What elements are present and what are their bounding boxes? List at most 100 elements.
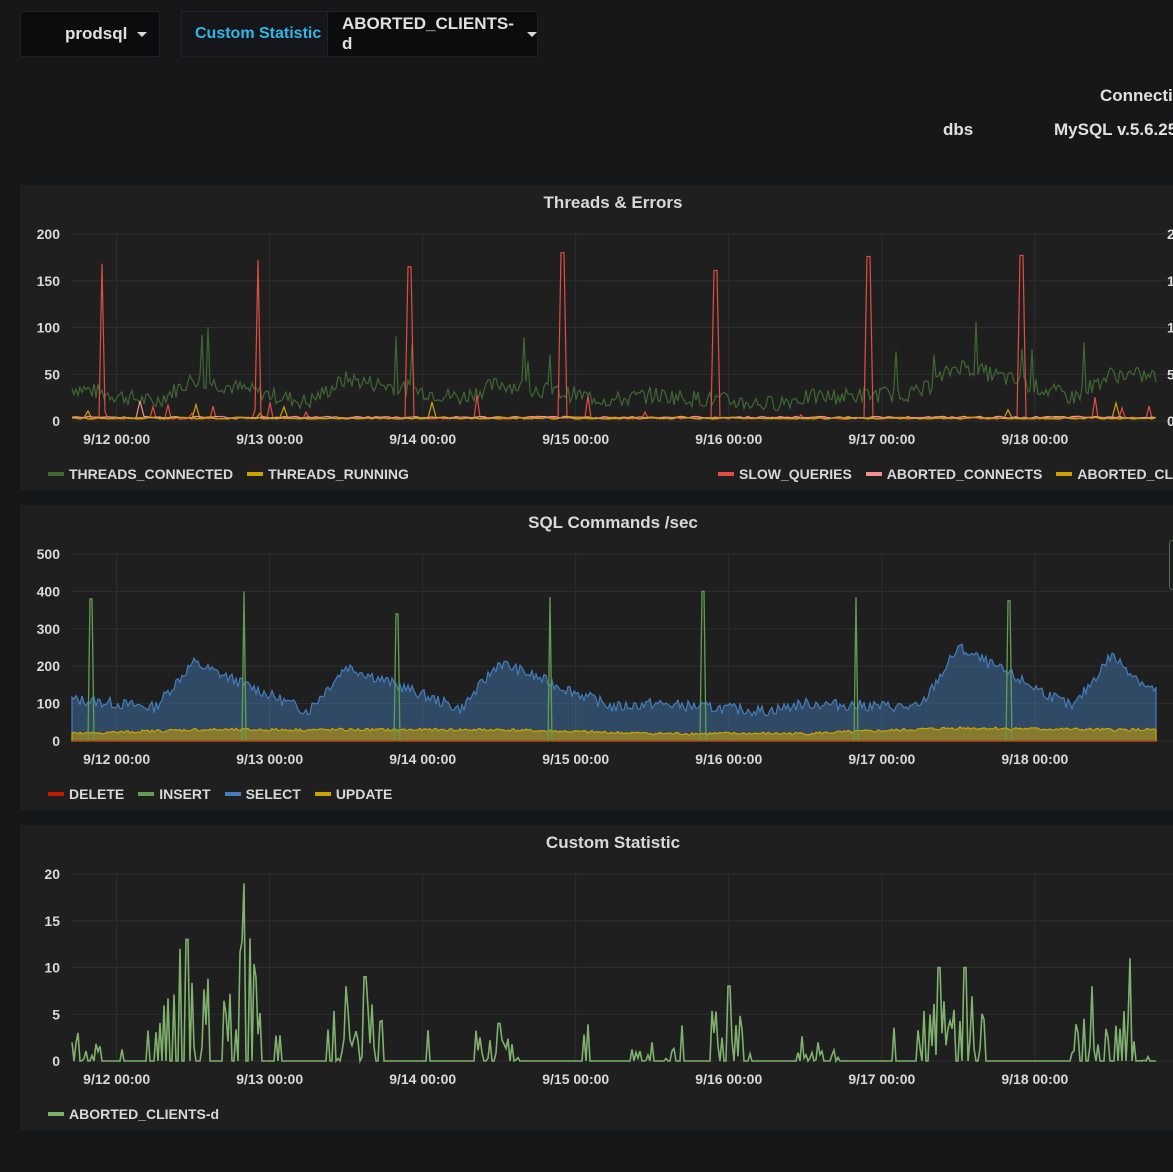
x-tick-label: 9/17 00:00 (848, 751, 915, 767)
x-tick-label: 9/15 00:00 (542, 1071, 609, 1087)
series-line-aborted-clients-d (71, 883, 1156, 1064)
panel-side-tab[interactable] (1169, 540, 1173, 590)
top-toolbar: prodsql Custom Statistic ABORTED_CLIENTS… (0, 0, 1173, 70)
x-tick-label: 9/13 00:00 (236, 1071, 303, 1087)
legend-swatch (247, 472, 264, 476)
legend-label: THREADS_CONNECTED (69, 466, 234, 482)
x-tick-label: 9/16 00:00 (695, 751, 762, 767)
legend-label: SLOW_QUERIES (739, 466, 852, 482)
y-tick-label: 150 (37, 273, 61, 289)
y-tick-label: 200 (37, 226, 61, 242)
series-line-aborted-connects (71, 400, 1157, 419)
x-tick-label: 9/18 00:00 (1001, 431, 1068, 447)
x-tick-label: 9/12 00:00 (83, 1071, 150, 1087)
x-tick-label: 9/16 00:00 (695, 1071, 762, 1087)
y-tick-label: 20 (44, 866, 60, 882)
legend-label: ABORTED_CLIEN (1077, 466, 1173, 482)
y-tick-label: 10 (44, 960, 60, 976)
connection-info-key: dbs (943, 120, 974, 139)
legend-item[interactable]: INSERT (138, 786, 211, 802)
series-line-threads-running (71, 400, 1157, 420)
y-tick-label: 400 (37, 583, 61, 599)
legend-item[interactable]: DELETE (48, 786, 124, 802)
x-tick-label: 9/12 00:00 (83, 431, 150, 447)
x-tick-label: 9/18 00:00 (1001, 1071, 1068, 1087)
legend-label: SELECT (245, 786, 301, 802)
legend-swatch (48, 472, 64, 476)
server-select[interactable]: prodsql (20, 11, 160, 57)
y2-tick-label: 150 (1167, 273, 1173, 289)
legend-item[interactable]: ABORTED_CLIEN (1056, 466, 1173, 482)
y-tick-label: 500 (37, 546, 61, 562)
legend-item[interactable]: SELECT (224, 786, 301, 802)
legend-item[interactable]: ABORTED_CONNECTS (865, 466, 1043, 482)
legend-item[interactable]: UPDATE (314, 786, 393, 802)
series-area-select (71, 643, 1157, 742)
legend: ABORTED_CLIENTS-d (48, 1103, 233, 1122)
legend-label: THREADS_RUNNING (268, 466, 409, 482)
stat-variable-select-value: ABORTED_CLIENTS-d (342, 14, 514, 53)
y-tick-label: 50 (44, 366, 60, 382)
series-area-update (71, 726, 1157, 742)
stat-variable-select[interactable]: ABORTED_CLIENTS-d (327, 11, 538, 57)
y-tick-label: 5 (52, 1006, 60, 1022)
y-tick-label: 100 (37, 320, 61, 336)
legend-item[interactable]: SLOW_QUERIES (718, 466, 852, 482)
stat-variable-label-text: Custom Statistic (195, 25, 322, 42)
custom-statistic-chart: 0 5 10 15 20 9/12 00:00 9/13 00:00 9/14 00:00 9/… (44, 866, 1173, 1087)
legend-right: SLOW_QUERIES ABORTED_CONNECTS ABORTED_CLIE… (718, 463, 1173, 482)
y2-tick-label: 0 (1167, 413, 1173, 429)
x-tick-label: 9/18 00:00 (1001, 751, 1068, 767)
y-tick-label: 0 (52, 413, 60, 429)
legend-swatch (314, 792, 331, 796)
panel-title[interactable]: Custom Statistic (545, 833, 681, 852)
x-tick-label: 9/12 00:00 (83, 751, 150, 767)
y-tick-label: 200 (37, 658, 61, 674)
panel-sql-commands: SQL Commands /sec 0 100 200 300 400 500 9/12 0… (20, 505, 1173, 810)
legend-item[interactable]: THREADS_RUNNING (247, 466, 409, 482)
legend-label: INSERT (159, 786, 211, 802)
panel-custom-statistic: Custom Statistic 0 5 10 15 20 9/12 00:00 9/13 … (20, 825, 1173, 1130)
y-tick-label: 15 (44, 913, 60, 929)
y-tick-label: 100 (37, 696, 61, 712)
y2-tick-label: 200 (1167, 226, 1173, 242)
legend-label: ABORTED_CLIENTS-d (69, 1106, 220, 1122)
legend-swatch (865, 472, 882, 476)
y2-tick-label: 100 (1167, 320, 1173, 336)
legend: DELETE INSERT SELECT UPDATE (48, 783, 406, 802)
x-tick-label: 9/14 00:00 (389, 751, 456, 767)
connection-info-title: Connectio (1100, 86, 1173, 105)
x-tick-label: 9/15 00:00 (542, 431, 609, 447)
series-line-threads-connected (71, 321, 1157, 412)
legend-swatch (718, 472, 734, 476)
chevron-down-icon (527, 31, 537, 37)
legend-left: THREADS_CONNECTED THREADS_RUNNING (48, 463, 423, 482)
legend-swatch (224, 792, 241, 796)
panel-title[interactable]: Threads & Errors (543, 193, 683, 212)
legend-swatch (138, 792, 155, 796)
legend-label: UPDATE (335, 786, 393, 802)
panel-threads-errors: Threads & Errors 0 50 100 150 200 9/12 00:00 9… (20, 185, 1173, 490)
series-line-aborted-clien (71, 401, 1157, 420)
y2-tick-label: 50 (1167, 366, 1173, 382)
legend-swatch (48, 1112, 64, 1116)
legend-item[interactable]: THREADS_CONNECTED (48, 466, 233, 482)
x-tick-label: 9/13 00:00 (236, 751, 303, 767)
legend-item[interactable]: ABORTED_CLIENTS-d (48, 1106, 219, 1122)
panel-title[interactable]: SQL Commands /sec (528, 513, 698, 532)
threads-errors-chart: 0 50 100 150 200 9/12 00:00 9/13 00:00 9/14 00:… (37, 226, 1173, 447)
connection-info-value: MySQL v.5.6.25 (1054, 120, 1173, 139)
x-tick-label: 9/14 00:00 (389, 1071, 456, 1087)
y-tick-label: 0 (52, 1053, 60, 1069)
y-tick-label: 300 (37, 621, 61, 637)
x-tick-label: 9/17 00:00 (848, 1071, 915, 1087)
stat-variable-label: Custom Statistic (181, 11, 328, 57)
x-tick-label: 9/15 00:00 (542, 751, 609, 767)
x-tick-label: 9/16 00:00 (695, 431, 762, 447)
legend-label: DELETE (69, 786, 125, 802)
server-select-value: prodsql (65, 24, 128, 43)
x-tick-label: 9/14 00:00 (389, 431, 456, 447)
chevron-down-icon (137, 31, 148, 37)
sql-commands-chart: 0 100 200 300 400 500 9/12 00:00 9/13 00:00 9/14… (37, 546, 1173, 767)
legend-label: ABORTED_CONNECTS (886, 466, 1043, 482)
